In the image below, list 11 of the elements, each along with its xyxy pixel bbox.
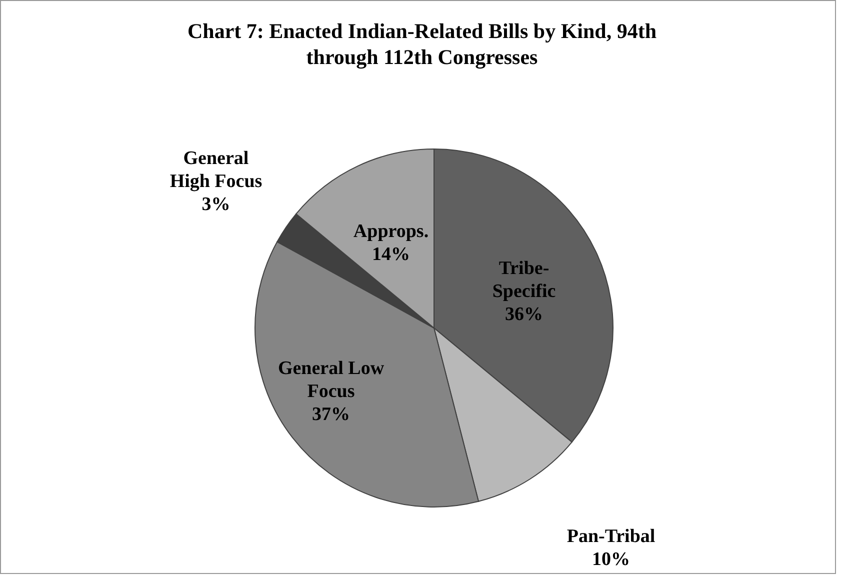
chart-title: Chart 7: Enacted Indian-Related Bills by Kind, 94th through 112th Congresses	[187, 19, 657, 69]
data-label: 14%	[372, 244, 410, 265]
slice-label: Pan-Tribal	[566, 526, 656, 547]
data-label: 37%	[312, 404, 350, 425]
data-label: 3%	[202, 194, 230, 215]
slice-label: Tribe-Specific	[492, 258, 556, 302]
data-label: 10%	[592, 549, 630, 570]
slice-label: General Low Focus	[278, 358, 384, 402]
slice-label: General High Focus	[170, 148, 262, 192]
slice-label: Approps.	[353, 221, 429, 242]
data-label: 36%	[505, 304, 543, 325]
